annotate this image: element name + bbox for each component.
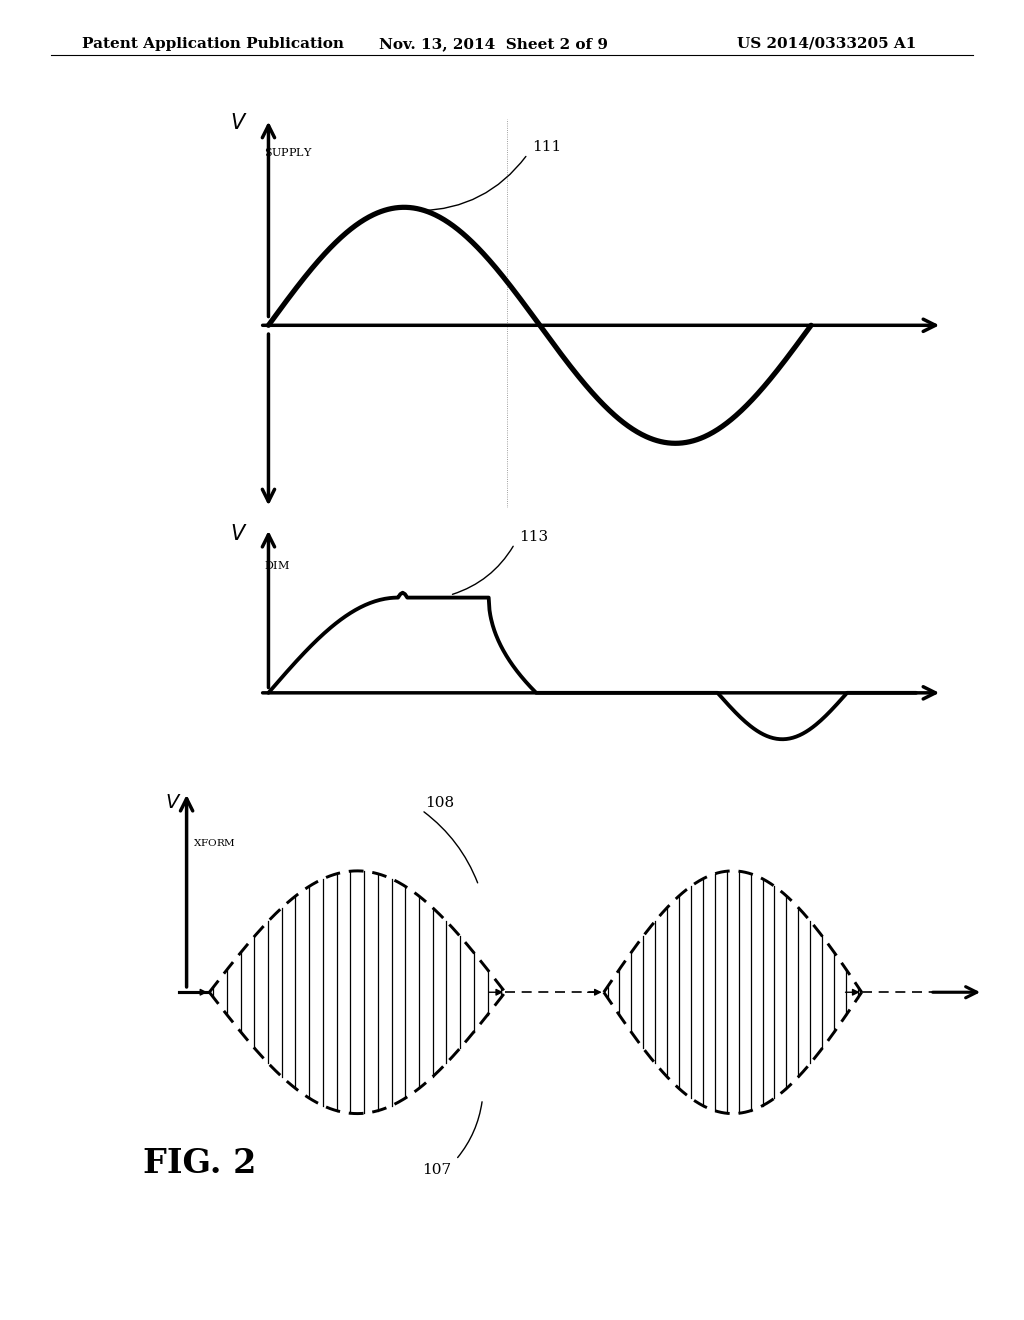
- Text: 113: 113: [519, 529, 548, 544]
- Text: US 2014/0333205 A1: US 2014/0333205 A1: [737, 37, 916, 51]
- Text: $\mathit{V}$: $\mathit{V}$: [229, 114, 247, 133]
- Text: 111: 111: [531, 140, 561, 154]
- Text: Nov. 13, 2014  Sheet 2 of 9: Nov. 13, 2014 Sheet 2 of 9: [379, 37, 608, 51]
- Text: $\mathit{V}$: $\mathit{V}$: [165, 795, 182, 812]
- Text: $\mathregular{SUPPLY}$: $\mathregular{SUPPLY}$: [264, 147, 313, 158]
- Text: 108: 108: [426, 796, 455, 810]
- Text: $\mathregular{DIM}$: $\mathregular{DIM}$: [264, 558, 290, 570]
- Text: $\mathit{V}$: $\mathit{V}$: [229, 524, 247, 544]
- Text: 107: 107: [422, 1163, 451, 1176]
- Text: Patent Application Publication: Patent Application Publication: [82, 37, 344, 51]
- Text: FIG. 2: FIG. 2: [143, 1147, 257, 1180]
- Text: $\mathregular{XFORM}$: $\mathregular{XFORM}$: [193, 837, 236, 847]
